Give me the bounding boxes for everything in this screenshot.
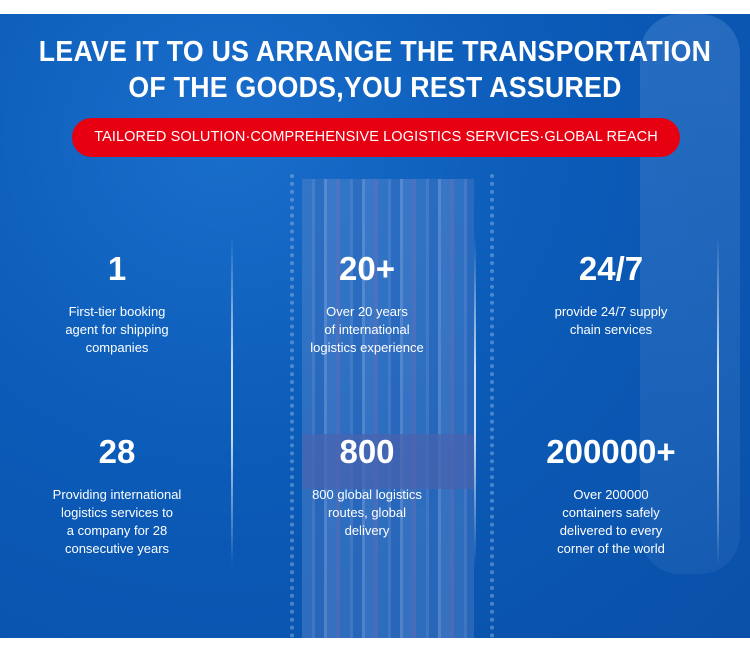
stat-description-line: corner of the world <box>557 541 665 556</box>
stat-description-line: companies <box>85 340 149 355</box>
stat-description-line: delivery <box>344 523 390 538</box>
stat-value: 200000+ <box>546 433 676 470</box>
stat-description-line: 800 global logistics <box>312 487 422 502</box>
stat-description-line: agent for shipping <box>65 322 169 337</box>
stat-value: 1 <box>107 250 127 287</box>
stat-value: 20+ <box>339 250 395 287</box>
stat-item: 200000+ Over 200000 containers safely deliv… <box>496 432 726 558</box>
stat-description-line: Providing international <box>52 487 182 502</box>
ship-wake-image <box>290 174 494 638</box>
stat-description-line: First-tier booking <box>68 304 166 319</box>
stat-description-line: of international <box>324 322 410 337</box>
container-ship-image <box>302 179 474 638</box>
tagline-pill: TAILORED SOLUTION·COMPREHENSIVE LOGISTIC… <box>72 118 680 157</box>
stat-item: 28 Providing international logistics servi… <box>2 432 232 558</box>
stat-description: First-tier booking agent for shipping comp… <box>2 303 232 357</box>
stat-description-line: provide 24/7 supply <box>554 304 668 319</box>
stat-item: 800 800 global logistics routes, global del… <box>252 432 482 540</box>
stat-description: Over 20 years of international logistics e… <box>252 303 482 357</box>
stat-description-line: a company for 28 <box>66 523 168 538</box>
stat-description: 800 global logistics routes, global delive… <box>252 486 482 540</box>
headline: LEAVE IT TO US ARRANGE THE TRANSPORTATIO… <box>30 34 720 106</box>
stat-description-line: Over 20 years <box>326 304 408 319</box>
headline-line-2: OF THE GOODS,YOU REST ASSURED <box>128 72 622 104</box>
stat-description: Providing international logistics service… <box>2 486 232 558</box>
divider <box>717 236 719 566</box>
stat-description-line: consecutive years <box>64 541 170 556</box>
stat-description-line: routes, global <box>327 505 407 520</box>
divider <box>474 236 476 566</box>
stat-description-line: logistics services to <box>61 505 173 520</box>
headline-line-1: LEAVE IT TO US ARRANGE THE TRANSPORTATIO… <box>38 36 712 68</box>
stat-description-line: chain services <box>569 322 653 337</box>
stat-description-line: delivered to every <box>559 523 663 538</box>
boat-wake-image <box>640 14 740 574</box>
stat-item: 20+ Over 20 years of international logistic… <box>252 249 482 357</box>
stat-description-line: logistics experience <box>310 340 424 355</box>
divider <box>231 236 233 566</box>
stat-value: 24/7 <box>578 250 644 287</box>
stat-value: 28 <box>98 433 136 470</box>
stat-item: 24/7 provide 24/7 supply chain services <box>496 249 726 339</box>
stat-description: Over 200000 containers safely delivered to… <box>496 486 726 558</box>
stat-value: 800 <box>339 433 395 470</box>
stat-description-line: containers safely <box>562 505 660 520</box>
stat-description-line: Over 200000 <box>573 487 649 502</box>
stat-item: 1 First-tier booking agent for shipping com… <box>2 249 232 357</box>
stat-description: provide 24/7 supply chain services <box>496 303 726 339</box>
